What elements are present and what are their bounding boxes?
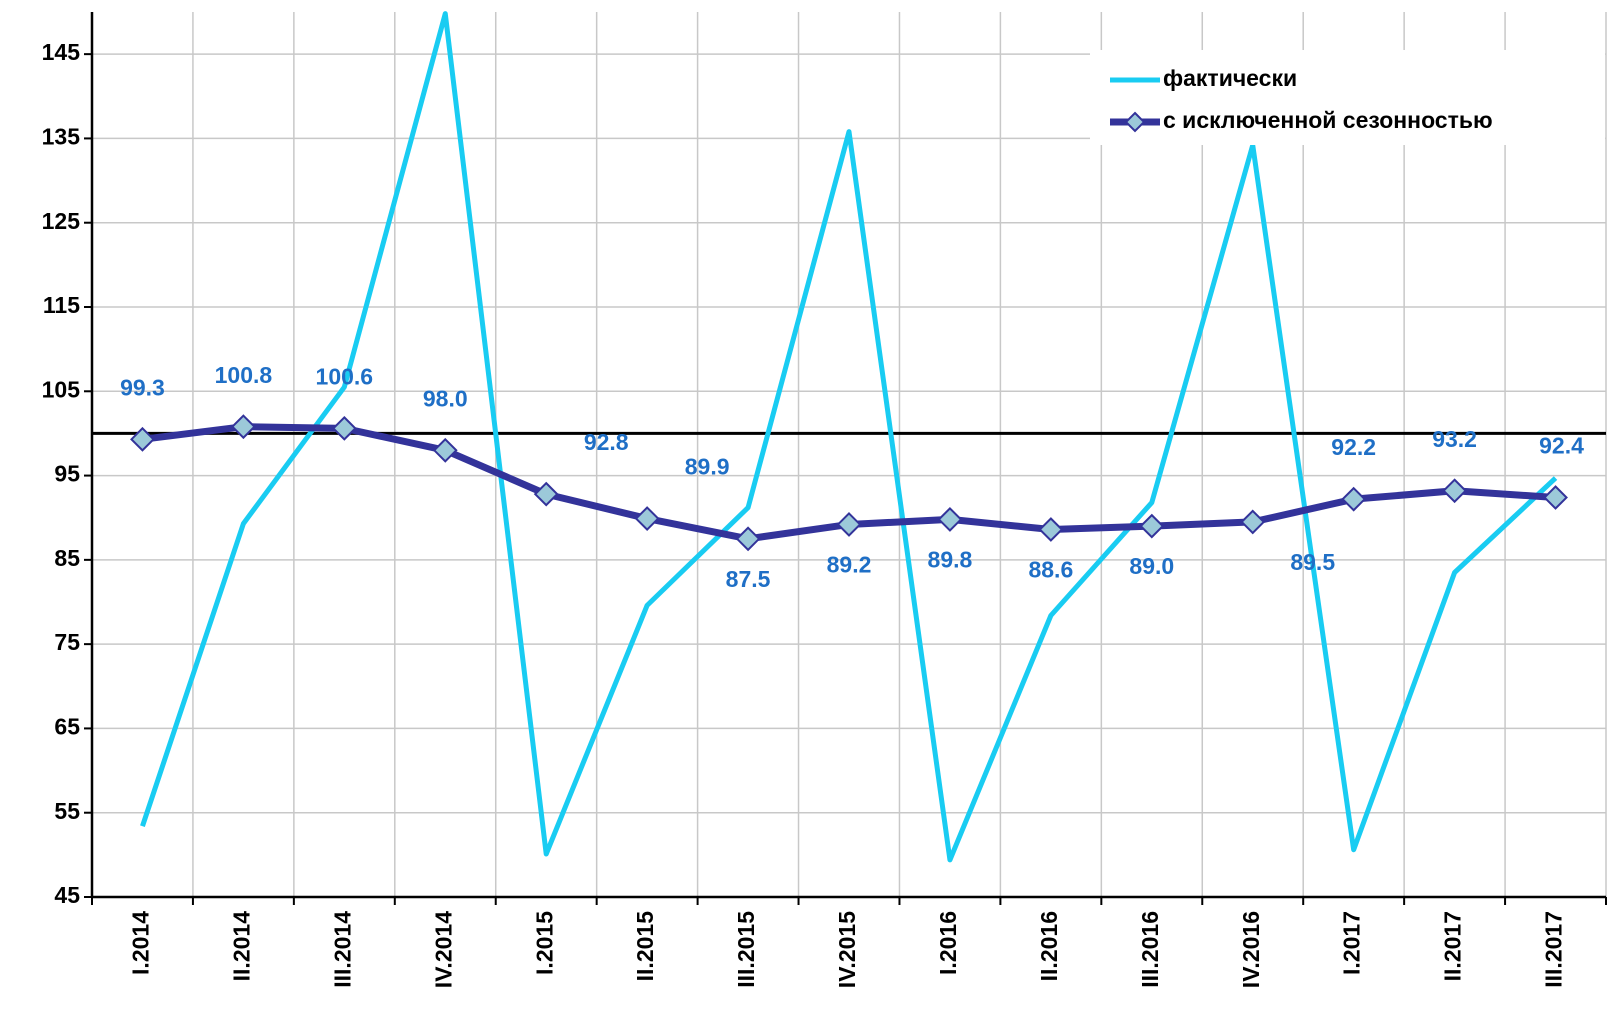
- data-label: 100.6: [316, 363, 374, 389]
- data-label: 93.2: [1432, 426, 1477, 452]
- data-label: 89.2: [827, 552, 872, 578]
- x-tick-label: I.2017: [1339, 911, 1365, 975]
- y-tick-label: 65: [54, 714, 80, 740]
- data-label: 89.8: [928, 546, 973, 572]
- x-tick-label: III.2014: [329, 911, 355, 988]
- y-tick-label: 85: [54, 545, 80, 571]
- marker: [1240, 509, 1266, 535]
- x-tick-label: IV.2016: [1238, 911, 1264, 988]
- legend-marker: [1124, 111, 1146, 133]
- y-tick-label: 145: [42, 39, 81, 65]
- y-tick-label: 75: [54, 629, 80, 655]
- data-label: 89.5: [1290, 549, 1335, 575]
- data-label: 99.3: [120, 374, 165, 400]
- marker: [937, 506, 963, 532]
- marker: [331, 415, 357, 441]
- x-tick-label: II.2014: [228, 911, 254, 982]
- x-tick-label: II.2016: [1036, 911, 1062, 981]
- x-tick-label: I.2014: [128, 911, 154, 975]
- legend-box: [1090, 50, 1605, 145]
- data-label: 88.6: [1028, 557, 1073, 583]
- legend: фактически с исключенной сезонностью: [1090, 50, 1605, 145]
- marker: [432, 437, 458, 463]
- y-tick-label: 135: [42, 124, 81, 150]
- y-tick-label: 45: [54, 882, 80, 908]
- marker: [836, 512, 862, 537]
- marker: [1543, 485, 1568, 510]
- x-tick-label: IV.2015: [834, 911, 860, 988]
- series-line: [140, 11, 1558, 863]
- marker: [230, 414, 256, 440]
- marker: [1341, 486, 1367, 512]
- data-label: 87.5: [726, 566, 771, 592]
- x-tick-label: III.2015: [733, 911, 759, 988]
- legend-label: фактически: [1163, 65, 1297, 91]
- y-tick-label: 105: [42, 376, 81, 402]
- data-label: 89.9: [685, 454, 730, 480]
- marker: [130, 426, 155, 452]
- data-label: 98.0: [423, 385, 468, 411]
- data-label: 92.2: [1331, 434, 1376, 460]
- marker: [1139, 513, 1165, 539]
- y-tick-label: 95: [54, 461, 80, 487]
- marker: [1038, 517, 1064, 542]
- x-tick-label: IV.2014: [430, 911, 456, 988]
- marker: [735, 526, 761, 552]
- x-tick-label: II.2017: [1440, 911, 1466, 981]
- data-label: 100.8: [215, 362, 273, 388]
- marker: [634, 506, 660, 531]
- y-tick-label: 115: [43, 292, 80, 318]
- y-tick-label: 55: [54, 798, 80, 824]
- data-label: 89.0: [1129, 553, 1174, 579]
- x-tick-label: III.2016: [1137, 911, 1163, 988]
- marker: [533, 481, 559, 507]
- y-tick-label: 125: [42, 208, 81, 234]
- legend-label: с исключенной сезонностью: [1163, 107, 1493, 133]
- x-tick-label: I.2015: [531, 911, 557, 975]
- marker: [1442, 478, 1468, 504]
- x-tick-label: III.2017: [1541, 911, 1567, 988]
- data-label: 92.8: [584, 429, 629, 455]
- x-tick-label: II.2015: [632, 911, 658, 982]
- data-label: 92.4: [1539, 433, 1584, 459]
- x-tick-label: I.2016: [935, 911, 961, 975]
